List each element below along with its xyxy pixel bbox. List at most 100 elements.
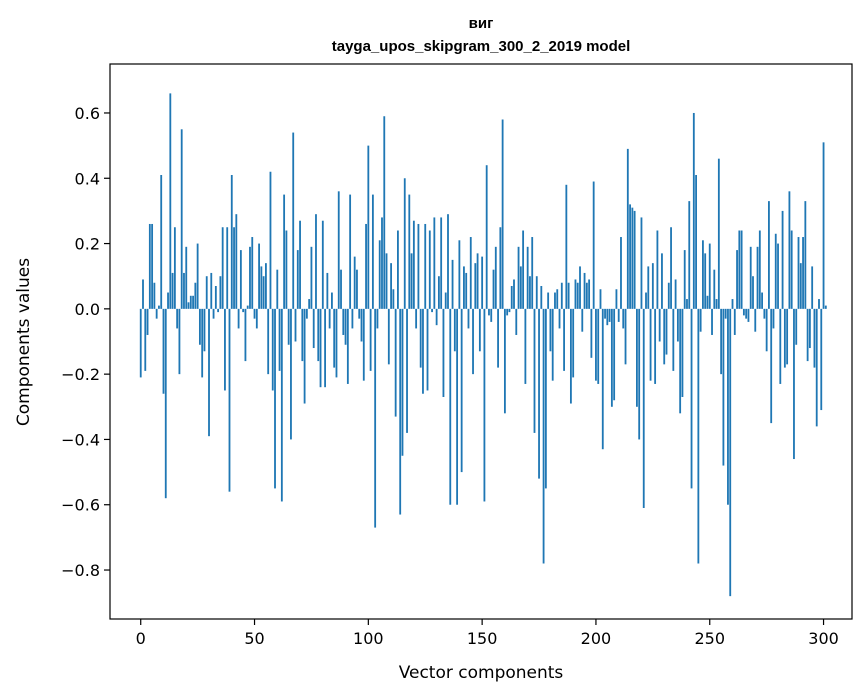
y-tick-label: −0.6 <box>61 496 100 515</box>
bar-80 <box>321 220 324 309</box>
bar-198 <box>590 308 593 358</box>
bar-241 <box>688 201 691 309</box>
bar-257 <box>724 308 727 319</box>
bar-78 <box>317 308 320 362</box>
bar-150 <box>481 256 484 309</box>
bar-51 <box>255 308 258 329</box>
bar-226 <box>654 308 657 384</box>
bar-179 <box>547 292 550 309</box>
bar-39 <box>228 308 231 492</box>
bar-82 <box>326 272 329 309</box>
bar-85 <box>333 308 336 368</box>
y-tick-label: 0.6 <box>75 104 100 123</box>
bar-26 <box>198 308 201 345</box>
bar-293 <box>806 308 809 362</box>
bar-225 <box>651 263 654 309</box>
x-tick-label: 0 <box>136 629 146 648</box>
bar-134 <box>444 292 447 309</box>
bar-242 <box>690 308 693 489</box>
y-tick-label: −0.4 <box>61 430 100 449</box>
bar-262 <box>736 250 738 309</box>
bar-238 <box>681 308 684 397</box>
bar-68 <box>294 308 297 342</box>
bar-202 <box>599 289 602 309</box>
bar-260 <box>731 299 734 309</box>
bar-163 <box>510 286 513 309</box>
bar-161 <box>506 308 509 316</box>
bar-195 <box>583 272 586 309</box>
bar-220 <box>640 217 643 309</box>
bar-93 <box>351 308 354 329</box>
bar-236 <box>676 308 679 342</box>
bar-205 <box>606 308 609 326</box>
bar-295 <box>811 266 814 309</box>
bar-213 <box>624 308 627 365</box>
bar-208 <box>613 308 616 401</box>
bar-169 <box>524 308 527 384</box>
bar-70 <box>299 220 301 309</box>
bar-7 <box>155 308 158 319</box>
bar-192 <box>576 282 579 309</box>
bar-69 <box>296 250 299 309</box>
bar-102 <box>371 194 374 309</box>
bar-107 <box>383 116 386 309</box>
bar-32 <box>212 308 215 319</box>
x-tick-label: 250 <box>694 629 725 648</box>
y-tick-label: −0.8 <box>61 561 100 580</box>
bar-193 <box>579 266 581 309</box>
bar-270 <box>754 308 757 332</box>
bar-0 <box>139 308 142 378</box>
bar-139 <box>456 308 459 505</box>
bar-33 <box>214 286 217 309</box>
bar-116 <box>403 178 406 309</box>
bar-138 <box>453 308 456 352</box>
y-tick-label: 0.2 <box>75 235 100 254</box>
bar-154 <box>490 308 493 322</box>
bar-216 <box>631 207 634 309</box>
bar-251 <box>711 308 713 335</box>
bar-105 <box>378 240 381 309</box>
bar-16 <box>176 308 179 329</box>
bar-88 <box>340 269 342 309</box>
bar-103 <box>374 308 377 528</box>
bar-286 <box>790 230 793 309</box>
bar-177 <box>542 308 545 564</box>
bar-174 <box>535 276 538 309</box>
bar-73 <box>305 308 308 319</box>
bar-175 <box>538 308 540 479</box>
bar-37 <box>224 308 226 391</box>
bar-230 <box>663 308 666 365</box>
bar-13 <box>169 93 172 309</box>
bar-47 <box>246 305 249 309</box>
bar-65 <box>287 308 290 345</box>
bar-149 <box>478 308 481 352</box>
bar-152 <box>485 165 488 309</box>
bar-17 <box>178 308 181 375</box>
bar-204 <box>604 308 606 319</box>
bar-176 <box>540 286 543 309</box>
bar-91 <box>346 308 349 384</box>
bar-24 <box>194 282 197 309</box>
bar-186 <box>563 308 565 371</box>
bar-258 <box>727 308 729 505</box>
bar-292 <box>804 201 807 309</box>
y-ticks-group: −0.8 −0.6 −0.4 −0.2 0.0 0.2 0.4 0.6 <box>61 104 110 580</box>
x-tick-label: 100 <box>353 629 384 648</box>
bar-46 <box>244 308 247 362</box>
bar-86 <box>335 308 338 378</box>
bar-89 <box>342 308 345 335</box>
bar-275 <box>765 308 768 352</box>
bar-218 <box>636 308 638 407</box>
bar-3 <box>146 308 149 335</box>
bar-209 <box>615 289 618 309</box>
bar-122 <box>417 223 420 309</box>
bar-60 <box>276 269 279 309</box>
bar-79 <box>319 308 322 388</box>
bar-159 <box>501 119 504 309</box>
bar-117 <box>406 308 408 433</box>
bar-227 <box>656 230 659 309</box>
bar-300 <box>822 142 825 309</box>
bar-21 <box>187 302 190 309</box>
bar-184 <box>558 308 561 329</box>
